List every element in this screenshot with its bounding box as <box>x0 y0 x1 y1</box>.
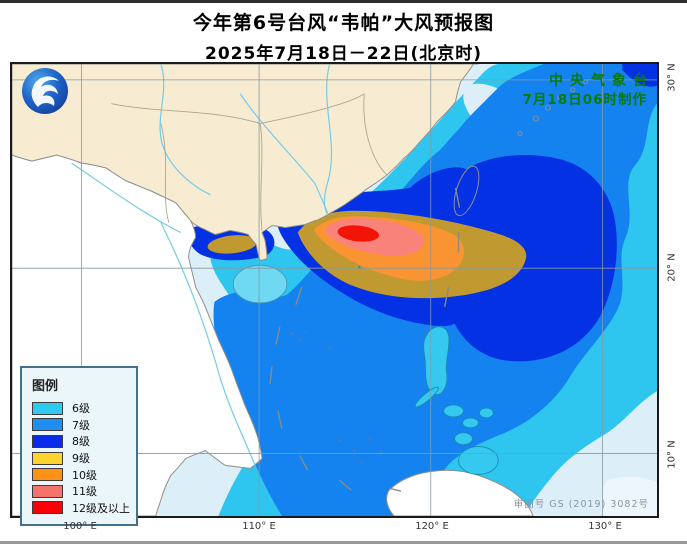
legend-item: 6级 <box>32 400 128 417</box>
legend-item: 10级 <box>32 466 128 483</box>
legend-swatch <box>32 401 63 415</box>
light-sea-corner <box>601 476 657 516</box>
legend-item: 9级 <box>32 450 128 467</box>
legend-label: 6级 <box>72 402 90 416</box>
cma-logo-swirl <box>31 76 59 107</box>
legend-swatch <box>32 501 63 515</box>
legend-swatch <box>32 468 63 482</box>
legend-label: 7级 <box>72 418 90 432</box>
lon-label-110e: 110° E <box>242 521 276 532</box>
page-subtitle: 2025年7月18日－22日(北京时) <box>205 44 482 64</box>
legend-label: 9级 <box>72 452 90 466</box>
lat-label-10n: 10° N <box>666 440 678 469</box>
legend-items: 6级 7级 8级 9级 10级 11级 12级及以上 <box>32 400 130 517</box>
cma-logo <box>22 68 68 114</box>
legend: 图例 6级 7级 8级 9级 10级 11级 12级及以上 <box>20 366 138 527</box>
lon-label-130e: 130° E <box>588 521 622 532</box>
map-review-number: 审图号 GS (2019) 3082号 <box>513 499 649 510</box>
map-canvas: 中央气象台 7月18日06时制作 审图号 GS (2019) 3082号 图例 … <box>10 62 659 527</box>
legend-label: 11级 <box>72 485 97 499</box>
zone-level12 <box>337 225 380 242</box>
province-borders <box>111 93 388 231</box>
legend-label: 12级及以上 <box>72 501 130 515</box>
bottom-divider <box>0 541 687 544</box>
legend-swatch <box>32 434 63 448</box>
lon-label-100e: 100° E <box>63 521 97 532</box>
legend-swatch <box>32 484 63 498</box>
hainan-island <box>232 264 288 304</box>
legend-swatch <box>32 451 63 465</box>
page-title: 今年第6号台风“韦帕”大风预报图 <box>192 12 495 34</box>
sea-boundary-dashes <box>269 187 461 492</box>
legend-title: 图例 <box>32 379 59 394</box>
legend-swatch <box>32 418 63 432</box>
lon-label-120e: 120° E <box>415 521 449 532</box>
taiwan-island <box>453 165 480 217</box>
top-divider <box>0 0 687 3</box>
producer-issue-time: 7月18日06时制作 <box>522 91 647 108</box>
title-block: 今年第6号台风“韦帕”大风预报图 2025年7月18日－22日(北京时) <box>0 8 687 64</box>
producer-block: 中央气象台 7月18日06时制作 <box>523 72 647 109</box>
producer-agency: 中央气象台 <box>549 73 654 89</box>
island-specks <box>290 265 383 464</box>
legend-label: 8级 <box>72 435 90 449</box>
lat-label-20n: 20° N <box>666 253 678 282</box>
legend-item: 11级 <box>32 483 128 500</box>
lat-label-30n: 30° N <box>666 63 678 92</box>
legend-label: 10级 <box>72 468 97 482</box>
legend-item: 12级及以上 <box>32 500 130 517</box>
foreign-land-borneo <box>386 469 534 516</box>
legend-item: 8级 <box>32 433 128 450</box>
legend-item: 7级 <box>32 417 128 434</box>
